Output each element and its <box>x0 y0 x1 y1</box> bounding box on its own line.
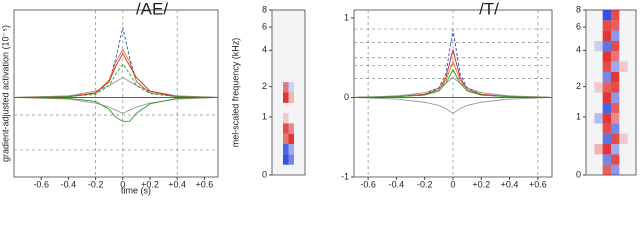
x-tick-label: -0.4 <box>61 179 77 189</box>
y-tick-label: 1 <box>344 12 349 22</box>
heat-cell <box>611 10 620 21</box>
heat-cell <box>594 113 603 124</box>
heat-cell <box>611 82 620 93</box>
heat-cell <box>602 10 611 21</box>
data-line <box>353 77 553 98</box>
y-tick-label: 2 <box>262 81 267 91</box>
heat-cell <box>602 20 611 31</box>
heat-cell <box>288 144 294 155</box>
chart-title: /T/ <box>479 0 499 18</box>
heat-cell <box>283 82 289 93</box>
x-tick-label: -0.4 <box>389 179 405 189</box>
heat-cell <box>283 92 289 103</box>
heat-cell <box>602 61 611 72</box>
heat-cell <box>602 113 611 124</box>
data-line <box>13 97 219 122</box>
heat-cell <box>288 133 294 145</box>
y-tick-label: 6 <box>576 21 581 31</box>
x-tick-label: +0.2 <box>472 179 490 189</box>
y-tick-label: 4 <box>576 45 581 55</box>
heat-cell <box>611 144 620 155</box>
y-tick-label: 8 <box>576 4 581 14</box>
y-tick-label: 0 <box>576 169 581 179</box>
x-tick-label: -0.6 <box>360 179 376 189</box>
figure: -0.6 -0.4 -0.2 0 +0.2 +0.4 +0.6/AE/time (s) gra… <box>0 0 637 195</box>
data-line <box>353 97 553 114</box>
heat-cell <box>283 123 289 134</box>
x-tick-label: +0.4 <box>501 179 519 189</box>
x-axis-label: time (s) <box>121 185 151 195</box>
heat-cell <box>602 154 611 165</box>
heat-cell <box>611 51 620 62</box>
x-tick-label: +0.6 <box>529 179 547 189</box>
data-line <box>353 60 553 98</box>
heat-cell <box>283 133 289 145</box>
data-line <box>353 68 553 98</box>
heat-cell <box>611 113 620 124</box>
plot-frame <box>13 9 219 178</box>
heat-cell <box>288 154 294 165</box>
y-tick-label: 8 <box>262 4 267 14</box>
y-tick-label: 1 <box>576 111 581 121</box>
heat-cell <box>602 30 611 41</box>
y-tick-label: 4 <box>262 45 267 55</box>
x-tick-label: -0.6 <box>33 179 49 189</box>
y-tick-label: 6 <box>262 21 267 31</box>
heat-cell <box>611 154 620 165</box>
heat-cell <box>602 164 611 175</box>
x-tick-label: +0.4 <box>168 179 186 189</box>
data-line <box>353 49 553 98</box>
heat-cell <box>611 92 620 103</box>
heat-cell <box>602 40 611 52</box>
y-axis-label: mel-scaled frequency (kHz) <box>230 38 240 148</box>
heat-cell <box>602 92 611 103</box>
data-line <box>13 63 219 98</box>
y-tick-label: 1 <box>262 111 267 121</box>
heat-cell <box>611 102 620 114</box>
x-tick-label: +0.6 <box>196 179 214 189</box>
y-tick-label: 0 <box>262 169 267 179</box>
heat-cell <box>288 123 294 134</box>
heat-cell <box>611 133 620 145</box>
data-line <box>13 52 219 98</box>
y-tick-label: -1 <box>341 171 349 181</box>
heat-cell <box>611 40 620 52</box>
x-tick-label: +0.2 <box>141 179 159 189</box>
data-line <box>13 97 219 114</box>
heat-cell <box>611 61 620 72</box>
y-tick-label: 2 <box>576 81 581 91</box>
heat-cell <box>619 61 628 72</box>
heat-cell <box>602 71 611 83</box>
heat-cell <box>602 123 611 134</box>
x-tick-label: 0 <box>450 179 455 189</box>
x-tick-label: -0.2 <box>417 179 433 189</box>
heat-cell <box>619 133 628 145</box>
heat-cell <box>283 144 289 155</box>
x-tick-label: -0.2 <box>88 179 104 189</box>
heat-cell <box>611 20 620 31</box>
y-tick-label: 0 <box>344 92 349 102</box>
heat-cell <box>602 102 611 114</box>
chart-title: /AE/ <box>136 0 168 18</box>
heat-cell <box>611 30 620 41</box>
data-line <box>13 77 219 98</box>
heat-cell <box>594 40 603 52</box>
y-axis-label: gradient-adjusted activation (10⁻⁵) <box>0 25 10 162</box>
heat-cell <box>602 82 611 93</box>
heat-cell <box>602 51 611 62</box>
heat-cell <box>611 71 620 83</box>
heat-cell <box>594 82 603 93</box>
heat-cell <box>288 92 294 103</box>
heat-cell <box>283 154 289 165</box>
heat-cell <box>611 123 620 134</box>
heat-cell <box>611 164 620 175</box>
data-line <box>13 48 219 98</box>
heat-cell <box>602 144 611 155</box>
heat-cell <box>283 113 289 124</box>
heat-cell <box>594 144 603 155</box>
heat-cell <box>602 133 611 145</box>
heat-cell <box>288 82 294 93</box>
x-tick-label: 0 <box>120 179 125 189</box>
